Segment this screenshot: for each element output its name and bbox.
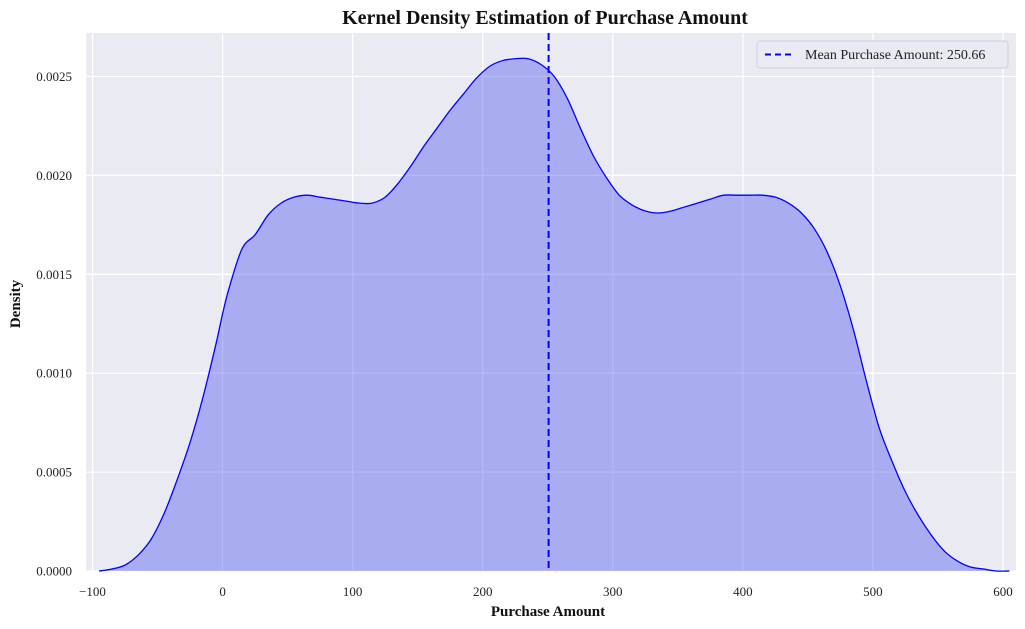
x-tick-label: 0 [219,584,226,599]
legend-mean-label: Mean Purchase Amount: 250.66 [805,48,985,63]
x-tick-label: 300 [603,584,623,599]
density-area [99,58,1010,572]
x-tick-label: 100 [343,584,363,599]
x-tick-label: 600 [993,584,1013,599]
y-tick-label: 0.0000 [36,564,72,579]
y-tick-label: 0.0005 [36,465,72,480]
x-tick-label: 500 [863,584,883,599]
legend: Mean Purchase Amount: 250.66 [756,40,1009,69]
x-tick-label: −100 [79,584,106,599]
chart-title: Kernel Density Estimation of Purchase Am… [342,7,748,29]
x-tick-label: 200 [473,584,493,599]
plot-background [86,33,1016,571]
x-tick-label: 400 [733,584,753,599]
legend-box [756,40,1009,69]
plot-area: −100 0 100 200 300 400 500 600 0.0000 0.0005 0.001… [36,33,1016,599]
y-tick-label: 0.0015 [36,267,72,282]
y-tick-label: 0.0020 [36,168,72,183]
y-tick-label: 0.0025 [36,69,72,84]
x-axis-label: Purchase Amount [491,604,605,620]
y-tick-label: 0.0010 [36,366,72,381]
y-axis-label: Density [8,279,24,328]
